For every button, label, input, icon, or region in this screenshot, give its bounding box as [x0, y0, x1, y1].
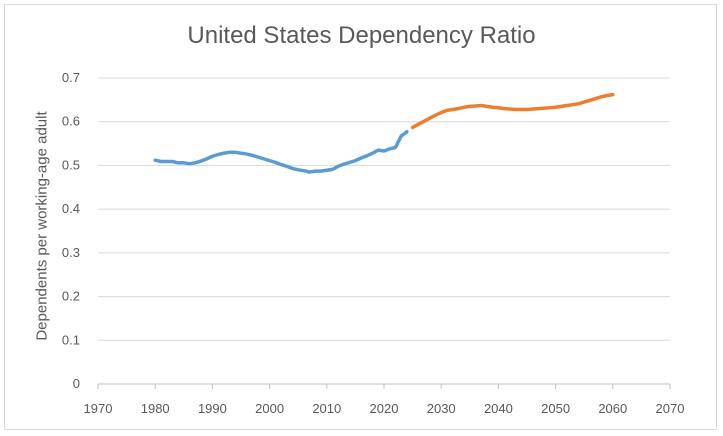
y-tick-label: 0.5: [62, 157, 80, 172]
x-tick-label: 2010: [312, 401, 341, 416]
x-tick-label: 2040: [484, 401, 513, 416]
chart-title: United States Dependency Ratio: [187, 22, 536, 49]
x-tick-label: 1990: [198, 401, 227, 416]
axes: [97, 383, 671, 389]
x-tick-label: 2070: [656, 401, 685, 416]
x-tick-label: 2060: [598, 401, 627, 416]
y-tick-label: 0: [73, 376, 80, 391]
series-lines: [153, 92, 615, 174]
y-tick-label: 0.4: [62, 201, 80, 216]
y-tick-label: 0.7: [62, 70, 80, 85]
series-line-0: [153, 130, 409, 174]
y-tick-label: 0.2: [62, 289, 80, 304]
gridlines: [98, 77, 670, 341]
chart-area: [4, 4, 717, 430]
x-tick-label: 1970: [84, 401, 113, 416]
tick-labels: 0 0.1 0.2 0.3 0.4 0.5 0.6 0.7 1970 1980 1990 2000 20…: [62, 70, 685, 416]
y-tick-label: 0.3: [62, 245, 80, 260]
series-line-1: [410, 92, 615, 130]
x-tick-label: 2030: [427, 401, 456, 416]
x-tick-label: 1980: [141, 401, 170, 416]
x-tick-label: 2000: [255, 401, 284, 416]
x-tick-label: 2020: [370, 401, 399, 416]
y-tick-label: 0.6: [62, 114, 80, 129]
y-tick-label: 0.1: [62, 332, 80, 347]
x-tick-label: 2050: [541, 401, 570, 416]
